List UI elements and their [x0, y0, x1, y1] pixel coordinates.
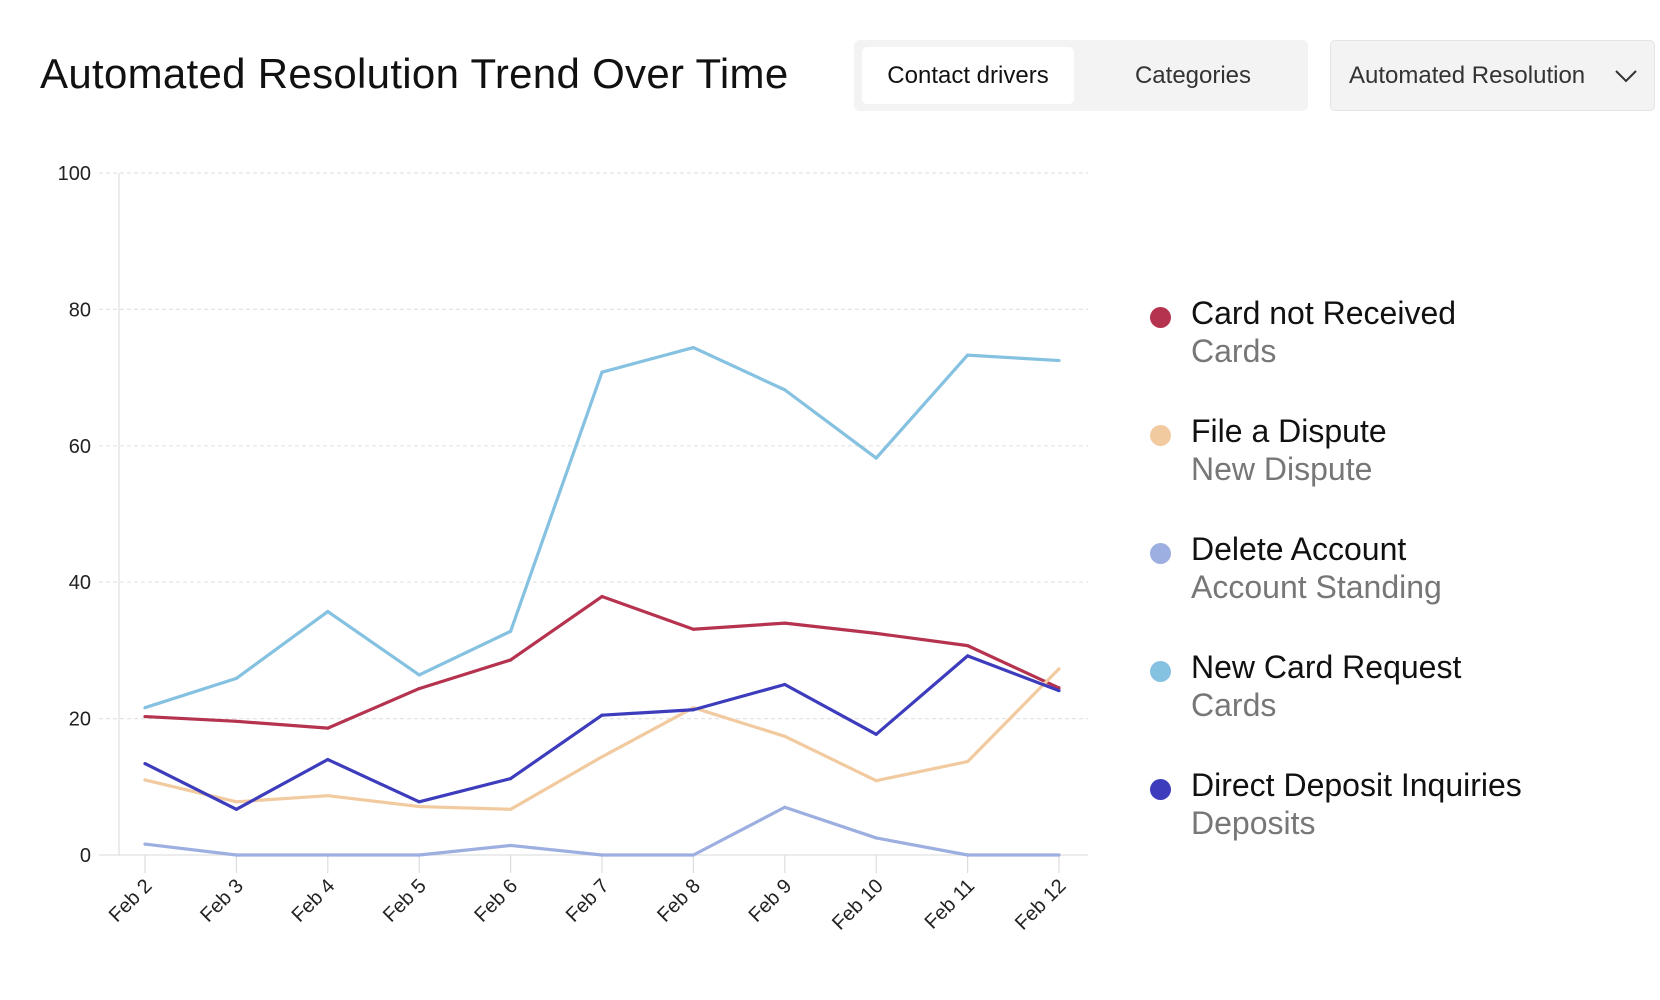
data-point: [966, 644, 970, 648]
data-point: [691, 345, 696, 350]
data-point: [417, 853, 421, 857]
data-point: [600, 755, 604, 759]
data-point: [783, 388, 787, 392]
series-line-file-a-dispute: [144, 667, 1061, 811]
legend-series-name: New Card Request: [1191, 649, 1462, 685]
data-point: [874, 836, 878, 840]
x-tick-label: Feb 5: [379, 875, 431, 927]
y-tick-label: 80: [69, 299, 91, 321]
legend-series-name: Delete Account: [1191, 531, 1407, 567]
data-point: [326, 757, 330, 762]
legend-series-category: Cards: [1191, 333, 1277, 369]
legend-dot-icon: [1150, 543, 1171, 564]
data-point: [1057, 689, 1061, 693]
data-point: [600, 853, 604, 857]
data-point: [783, 682, 787, 687]
data-point: [417, 804, 421, 809]
data-point: [874, 732, 878, 736]
data-point: [966, 759, 970, 764]
data-point: [234, 800, 238, 804]
x-tick-label: Feb 2: [105, 875, 157, 927]
y-tick-label: 40: [69, 572, 91, 594]
dropdown-value: Automated Resolution: [1349, 62, 1586, 89]
data-point: [326, 726, 330, 730]
data-point: [234, 719, 238, 723]
data-point: [600, 713, 604, 717]
y-tick-label: 20: [69, 709, 91, 731]
data-point: [326, 794, 330, 798]
x-tick-label: Feb 6: [470, 875, 522, 927]
x-tick-label: Feb 8: [653, 875, 705, 927]
legend-series-name: Direct Deposit Inquiries: [1191, 767, 1522, 803]
series-line-direct-deposit-inquiries: [144, 654, 1060, 811]
data-point: [234, 807, 238, 811]
data-point: [691, 708, 696, 712]
data-point: [509, 843, 513, 848]
metric-dropdown[interactable]: Automated Resolution: [1330, 40, 1655, 111]
data-point: [417, 686, 421, 691]
series-line-new-card-request: [144, 345, 1060, 710]
series-line-delete-account: [144, 805, 1059, 857]
data-point: [691, 853, 696, 857]
legend-series-category: Cards: [1191, 687, 1277, 723]
data-point: [874, 779, 878, 783]
data-point: [234, 853, 238, 857]
data-point: [783, 621, 787, 625]
legend-series-name: File a Dispute: [1191, 413, 1387, 449]
data-point: [509, 777, 513, 781]
x-tick-label: Feb 7: [562, 875, 614, 927]
data-point: [417, 800, 421, 804]
data-point: [509, 658, 513, 662]
legend-series-category: New Dispute: [1191, 451, 1373, 487]
data-point: [326, 609, 330, 614]
data-point: [509, 629, 513, 633]
data-point: [326, 853, 330, 857]
data-point: [600, 594, 604, 599]
x-tick-label: Feb 11: [921, 875, 980, 934]
x-tick-label: Feb 9: [745, 875, 797, 927]
legend-dot-icon: [1150, 307, 1171, 328]
x-tick-label: Feb 10: [828, 875, 888, 935]
data-point: [1057, 358, 1061, 363]
data-point: [966, 353, 970, 357]
data-point: [234, 676, 238, 680]
data-point: [783, 805, 787, 809]
data-point: [691, 627, 696, 631]
chevron-down-icon: [1614, 41, 1638, 137]
data-point: [874, 456, 878, 460]
view-toggle: Contact drivers Categories: [854, 40, 1308, 111]
data-point: [1057, 853, 1061, 857]
legend-series-category: Deposits: [1191, 805, 1316, 841]
data-point: [783, 734, 787, 738]
series-line-card-not-received: [144, 594, 1060, 730]
tab-contact-drivers[interactable]: Contact drivers: [862, 47, 1074, 104]
data-point: [509, 807, 513, 811]
y-tick-label: 100: [58, 163, 91, 185]
tab-categories[interactable]: Categories: [1134, 62, 1252, 89]
data-point: [417, 673, 421, 677]
data-point: [143, 778, 147, 782]
legend-dot-icon: [1150, 661, 1171, 682]
x-tick-label: Feb 12: [1011, 875, 1071, 935]
data-point: [143, 714, 147, 719]
legend-series-name: Card not Received: [1191, 295, 1457, 331]
data-point: [874, 631, 878, 635]
x-tick-label: Feb 4: [288, 875, 340, 927]
data-point: [600, 370, 604, 374]
y-tick-label: 0: [80, 845, 91, 867]
data-point: [143, 706, 147, 710]
data-point: [966, 853, 970, 857]
page-title: Automated Resolution Trend Over Time: [40, 50, 789, 97]
data-point: [1057, 667, 1061, 671]
x-tick-label: Feb 3: [196, 875, 248, 927]
legend-dot-icon: [1150, 779, 1171, 800]
data-point: [966, 654, 970, 658]
y-tick-label: 60: [69, 436, 91, 458]
data-point: [143, 762, 147, 766]
legend-series-category: Account Standing: [1191, 569, 1442, 605]
legend-dot-icon: [1150, 425, 1171, 446]
data-point: [143, 842, 147, 846]
